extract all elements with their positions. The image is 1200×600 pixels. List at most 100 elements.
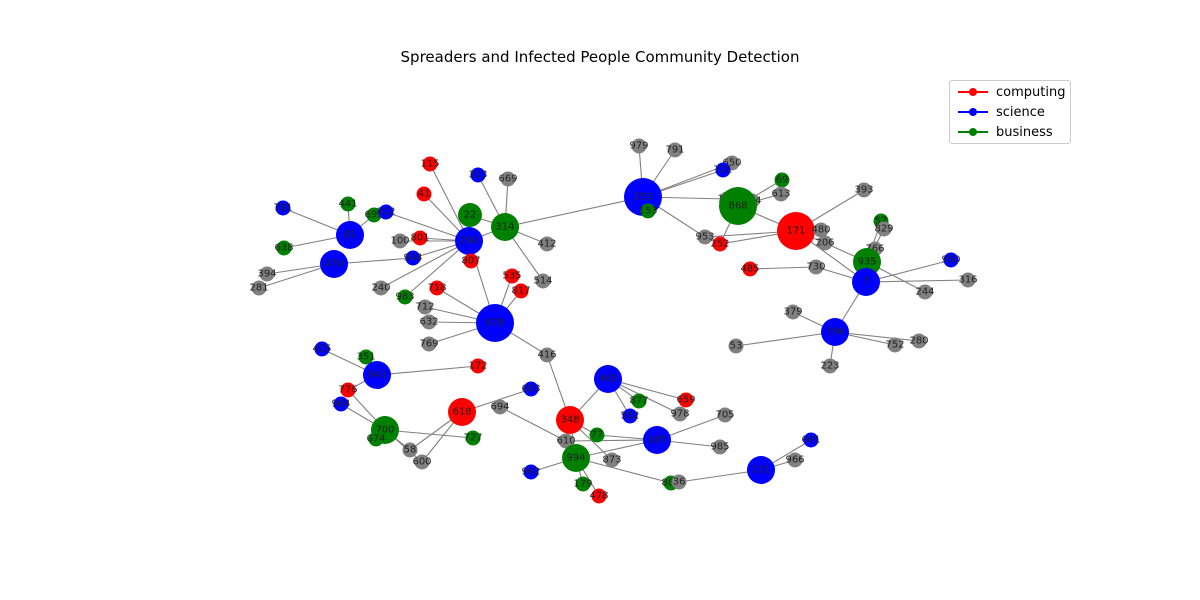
node-circle-535 [504,268,520,284]
node-circle-441 [340,196,356,212]
edge-290-812 [385,211,470,242]
edge-7-316 [865,279,969,283]
node-label-223: 223 [820,361,839,372]
node-circle-801 [412,230,428,246]
node-label-206: 206 [815,238,834,249]
node-978: 978 [670,406,690,422]
node-circle-465 [594,365,622,393]
edge-290-240 [380,240,470,289]
chart-title: Spreaders and Infected People Community … [400,48,800,66]
node-727: 727 [463,430,483,446]
node-280: 280 [909,333,929,349]
legend: computing science business [949,80,1071,144]
node-77: 77 [589,427,605,443]
node-807: 807 [461,253,481,269]
legend-swatch-science [958,106,988,118]
node-514: 514 [533,273,553,289]
node-label-470: 470 [324,259,343,270]
node-circle-632 [421,314,437,330]
node-circle-769 [421,336,437,352]
node-label-478: 478 [589,491,608,502]
node-label-950: 950 [941,255,960,266]
node-circle-281 [251,280,267,296]
node-label-721: 721 [713,165,732,176]
node-circle-603 [523,381,539,397]
legend-label-science: science [996,104,1045,120]
node-label-41: 41 [418,189,431,200]
node-label-7: 7 [863,277,869,288]
node-695: 695 [364,207,384,223]
node-circle-812 [378,204,394,220]
node-label-603: 603 [521,384,540,395]
node-label-253: 253 [633,192,652,203]
node-circle-659 [678,392,694,408]
node-22: 22 [458,203,482,227]
node-281: 281 [249,280,269,296]
node-label-674: 674 [366,434,385,445]
node-100: 100 [390,233,410,249]
node-776: 776 [338,382,358,398]
node-632: 632 [419,314,439,330]
node-953: 953 [695,229,715,245]
node-label-985: 985 [710,442,729,453]
edges-layer [258,145,969,497]
node-label-415: 415 [312,344,331,355]
node-circle-712 [417,299,433,315]
node-label-904: 904 [403,253,422,264]
node-label-796: 796 [825,327,844,338]
node-983: 983 [395,289,415,305]
node-172: 172 [468,358,488,374]
node-circle-252 [712,236,728,252]
legend-label-computing: computing [996,84,1066,100]
node-223: 223 [820,358,840,374]
node-circle-730 [808,259,824,275]
node-712: 712 [415,299,435,315]
node-circle-953 [697,229,713,245]
node-873: 873 [602,452,622,468]
node-circle-393 [856,182,872,198]
node-circle-610 [558,433,574,449]
node-817: 817 [511,283,531,299]
node-412: 412 [537,236,557,252]
node-label-316: 316 [958,275,977,286]
node-416: 416 [537,347,557,363]
node-label-36: 36 [673,477,686,488]
node-185: 185 [643,426,671,454]
node-circle-978 [672,406,688,422]
node-circle-415 [314,341,330,357]
node-circle-552 [622,408,638,424]
node-705: 705 [715,407,735,423]
node-label-514: 514 [533,276,552,287]
node-circle-314 [491,213,519,241]
node-441: 441 [338,196,358,212]
node-circle-348 [556,406,584,434]
node-label-290: 290 [459,236,478,247]
node-691: 691 [801,432,821,448]
node-659: 659 [676,392,696,408]
node-535: 535 [502,268,522,284]
node-351: 351 [356,349,376,365]
node-circle-316 [960,272,976,288]
node-812: 812 [376,204,396,220]
node-circle-416 [539,347,555,363]
node-314: 314 [491,213,519,241]
node-circle-721 [715,162,731,178]
node-circle-964 [333,396,349,412]
node-962: 962 [521,464,541,480]
node-415: 415 [312,341,332,357]
node-circle-81 [336,221,364,249]
node-circle-179 [575,476,591,492]
node-206: 206 [815,235,835,251]
node-circle-983 [397,289,413,305]
node-circle-600 [414,454,430,470]
node-179: 179 [573,476,593,492]
node-label-964: 964 [331,399,350,410]
node-638: 638 [274,240,294,256]
node-label-691: 691 [801,435,820,446]
node-label-53: 53 [730,341,743,352]
node-label-994: 994 [566,453,585,464]
node-label-618: 618 [452,407,471,418]
node-label-600: 600 [412,457,431,468]
node-69: 69 [774,172,790,188]
edge-7-950 [865,259,952,283]
